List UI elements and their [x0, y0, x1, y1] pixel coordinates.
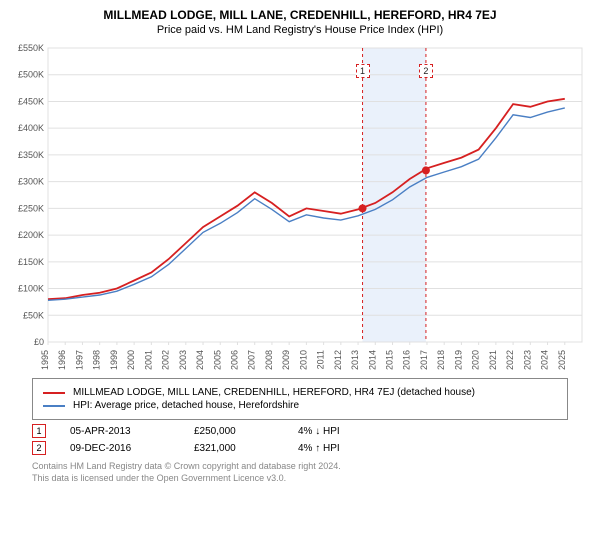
transaction-badge: 1 [32, 424, 46, 438]
transaction-delta: 4% ↓ HPI [298, 426, 378, 437]
legend-row: HPI: Average price, detached house, Here… [43, 400, 557, 411]
transaction-price: £321,000 [194, 443, 274, 454]
transaction-date: 05-APR-2013 [70, 426, 170, 437]
svg-text:1998: 1998 [92, 350, 102, 370]
svg-text:1996: 1996 [57, 350, 67, 370]
svg-text:2006: 2006 [229, 350, 239, 370]
legend-row: MILLMEAD LODGE, MILL LANE, CREDENHILL, H… [43, 387, 557, 398]
svg-text:2017: 2017 [419, 350, 429, 370]
svg-text:2002: 2002 [161, 350, 171, 370]
svg-text:2010: 2010 [298, 350, 308, 370]
svg-text:£0: £0 [34, 337, 44, 347]
svg-text:£150K: £150K [18, 257, 44, 267]
svg-text:2011: 2011 [316, 350, 326, 369]
chart-subtitle: Price paid vs. HM Land Registry's House … [8, 24, 592, 36]
svg-text:2021: 2021 [488, 350, 498, 370]
legend-label: MILLMEAD LODGE, MILL LANE, CREDENHILL, H… [73, 387, 475, 398]
svg-text:2007: 2007 [247, 350, 257, 370]
svg-text:2003: 2003 [178, 350, 188, 370]
svg-text:£500K: £500K [18, 70, 44, 80]
footer-line-2: This data is licensed under the Open Gov… [32, 473, 568, 485]
chart-title: MILLMEAD LODGE, MILL LANE, CREDENHILL, H… [8, 8, 592, 22]
transaction-delta: 4% ↑ HPI [298, 443, 378, 454]
legend-swatch [43, 392, 65, 394]
svg-text:2024: 2024 [540, 350, 550, 370]
chart-area: £0 £50K £100K £150K £200K £250K £300K £350K £400… [8, 42, 592, 372]
svg-text:2008: 2008 [264, 350, 274, 370]
footer-line-1: Contains HM Land Registry data © Crown c… [32, 461, 568, 473]
svg-text:2015: 2015 [385, 350, 395, 370]
svg-text:2000: 2000 [126, 350, 136, 370]
svg-text:2001: 2001 [143, 350, 153, 370]
svg-text:£450K: £450K [18, 96, 44, 106]
svg-text:£100K: £100K [18, 284, 44, 294]
svg-text:£50K: £50K [23, 310, 44, 320]
svg-text:2004: 2004 [195, 350, 205, 370]
svg-text:£200K: £200K [18, 230, 44, 240]
legend-swatch [43, 405, 65, 407]
legend: MILLMEAD LODGE, MILL LANE, CREDENHILL, H… [32, 378, 568, 420]
svg-text:£250K: £250K [18, 203, 44, 213]
transaction-date: 09-DEC-2016 [70, 443, 170, 454]
chart-marker-badge: 1 [356, 64, 370, 78]
transaction-badge: 2 [32, 441, 46, 455]
svg-text:£550K: £550K [18, 43, 44, 53]
svg-text:1995: 1995 [40, 350, 50, 370]
transactions-table: 1 05-APR-2013 £250,000 4% ↓ HPI 2 09-DEC-2016… [32, 424, 568, 455]
svg-text:2012: 2012 [333, 350, 343, 370]
svg-text:2005: 2005 [212, 350, 222, 370]
line-chart: £0 £50K £100K £150K £200K £250K £300K £350K £400… [8, 42, 592, 372]
svg-text:2016: 2016 [402, 350, 412, 370]
svg-text:2013: 2013 [350, 350, 360, 370]
legend-label: HPI: Average price, detached house, Here… [73, 400, 299, 411]
svg-text:1999: 1999 [109, 350, 119, 370]
svg-text:£300K: £300K [18, 177, 44, 187]
svg-text:2022: 2022 [505, 350, 515, 370]
transaction-row: 2 09-DEC-2016 £321,000 4% ↑ HPI [32, 441, 568, 455]
svg-text:1997: 1997 [74, 350, 84, 370]
svg-text:2025: 2025 [557, 350, 567, 370]
svg-text:2018: 2018 [436, 350, 446, 370]
svg-text:£350K: £350K [18, 150, 44, 160]
transaction-row: 1 05-APR-2013 £250,000 4% ↓ HPI [32, 424, 568, 438]
svg-text:2009: 2009 [281, 350, 291, 370]
svg-text:2019: 2019 [453, 350, 463, 370]
transaction-price: £250,000 [194, 426, 274, 437]
footer-attribution: Contains HM Land Registry data © Crown c… [32, 461, 568, 484]
svg-text:2023: 2023 [522, 350, 532, 370]
svg-text:2014: 2014 [367, 350, 377, 370]
chart-marker-badge: 2 [419, 64, 433, 78]
svg-text:2020: 2020 [471, 350, 481, 370]
svg-text:£400K: £400K [18, 123, 44, 133]
